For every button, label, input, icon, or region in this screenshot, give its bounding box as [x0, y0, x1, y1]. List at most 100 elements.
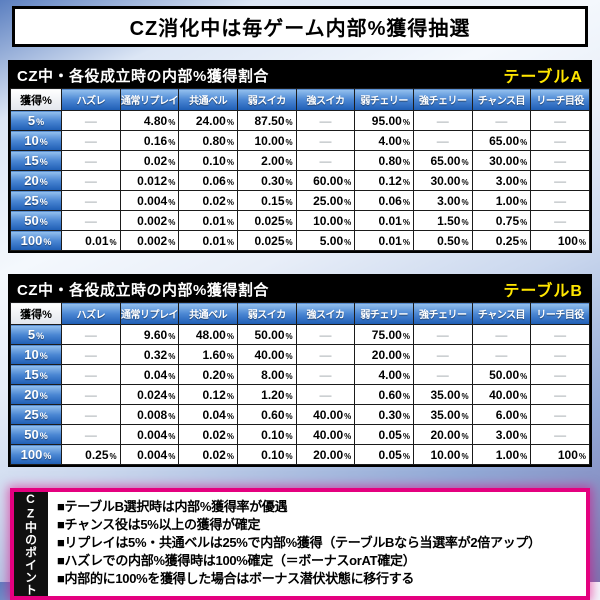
value-cell: 0.12%	[354, 170, 414, 191]
value-cell: 0.01%	[354, 230, 414, 251]
empty-cell: —	[295, 344, 356, 365]
value-cell: 40.00%	[295, 424, 356, 445]
column-header: リーチ目役	[530, 88, 590, 111]
table-row: 100% 0.25% 0.004% 0.02% 0.10% 20.00% 0.05% 10.0…	[10, 444, 590, 465]
empty-cell: —	[530, 364, 590, 385]
point-item: ■内部的に100%を獲得した場合はボーナス潜伏状態に移行する	[57, 571, 415, 586]
value-cell: 10.00%	[236, 130, 297, 151]
value-cell: 0.75%	[471, 210, 532, 231]
empty-cell: —	[530, 424, 590, 445]
empty-cell: —	[530, 324, 590, 345]
table-row: 100% 0.01% 0.002% 0.01% 0.025% 5.00% 0.01% 0.50…	[10, 230, 590, 251]
empty-cell: —	[61, 190, 121, 211]
table-row: 10% —0.16% 0.80% 10.00% —4.00% —65.00% —	[10, 130, 590, 151]
row-label: 10%	[10, 130, 62, 151]
value-cell: 10.00%	[295, 210, 356, 231]
table-row: 50% —0.004% 0.02% 0.10% 40.00% 0.05% 20.00% 3.0…	[10, 424, 590, 445]
value-cell: 1.60%	[178, 344, 238, 365]
points-list: ■テーブルB選択時は内部%獲得率が優遇 ■チャンス役は5%以上の獲得が確定 ■リプレ…	[48, 492, 586, 596]
value-cell: 65.00%	[412, 150, 473, 171]
table-b-label: テーブルB	[503, 283, 583, 300]
column-header: 獲得%	[10, 302, 62, 325]
table-b-header-bar: CZ中・各役成立時の内部%獲得割合 テーブルB	[10, 276, 590, 302]
header-row: 獲得% ハズレ 通常リプレイ 共通ベル 弱スイカ 強スイカ 弱チェリー 強チェリー チャンス目リ…	[10, 88, 590, 111]
value-cell: 20.00%	[354, 344, 414, 365]
empty-cell: —	[471, 344, 532, 365]
column-header: 弱チェリー	[354, 88, 414, 111]
table-row: 50% —0.002% 0.01% 0.025% 10.00% 0.01% 1.50% 0.7…	[10, 210, 590, 231]
value-cell: 5.00%	[295, 230, 356, 251]
column-header: チャンス目	[471, 302, 532, 325]
value-cell: 30.00%	[471, 150, 532, 171]
row-label: 25%	[10, 404, 62, 425]
empty-cell: —	[61, 150, 121, 171]
column-header: チャンス目	[471, 88, 532, 111]
table-a-header-bar: CZ中・各役成立時の内部%獲得割合 テーブルA	[10, 62, 590, 88]
value-cell: 95.00%	[354, 110, 414, 131]
value-cell: 0.04%	[178, 404, 238, 425]
row-label: 20%	[10, 170, 62, 191]
row-label: 15%	[10, 150, 62, 171]
value-cell: 0.60%	[354, 384, 414, 405]
table-row: 5% —9.60% 48.00% 50.00% —75.00% — — —	[10, 324, 590, 345]
value-cell: 0.25%	[61, 444, 121, 465]
value-cell: 0.01%	[178, 210, 238, 231]
table-b: 獲得% ハズレ 通常リプレイ 共通ベル 弱スイカ 強スイカ 弱チェリー 強チェリー チャンス目リ…	[10, 302, 590, 465]
table-a-label: テーブルA	[503, 69, 583, 86]
value-cell: 9.60%	[119, 324, 180, 345]
value-cell: 60.00%	[295, 170, 356, 191]
value-cell: 0.15%	[236, 190, 297, 211]
value-cell: 0.30%	[354, 404, 414, 425]
empty-cell: —	[530, 170, 590, 191]
empty-cell: —	[530, 404, 590, 425]
empty-cell: —	[61, 364, 121, 385]
value-cell: 0.004%	[119, 190, 180, 211]
value-cell: 0.80%	[178, 130, 238, 151]
value-cell: 40.00%	[471, 384, 532, 405]
empty-cell: —	[530, 210, 590, 231]
points-box: CZ中のポイント ■テーブルB選択時は内部%獲得率が優遇 ■チャンス役は5%以上の…	[10, 488, 590, 600]
value-cell: 0.025%	[236, 210, 297, 231]
row-label: 100%	[10, 230, 62, 251]
value-cell: 0.02%	[178, 424, 238, 445]
value-cell: 24.00%	[178, 110, 238, 131]
value-cell: 0.25%	[471, 230, 532, 251]
value-cell: 0.01%	[61, 230, 121, 251]
value-cell: 2.00%	[236, 150, 297, 171]
table-row: 20% —0.024% 0.12% 1.20% —0.60% 35.00% 40.00% —	[10, 384, 590, 405]
column-header: 通常リプレイ	[119, 302, 180, 325]
column-header: リーチ目役	[530, 302, 590, 325]
empty-cell: —	[61, 130, 121, 151]
table-row: 15% —0.02% 0.10% 2.00% —0.80% 65.00% 30.00% —	[10, 150, 590, 171]
empty-cell: —	[530, 150, 590, 171]
value-cell: 0.01%	[354, 210, 414, 231]
empty-cell: —	[295, 384, 356, 405]
value-cell: 75.00%	[354, 324, 414, 345]
row-label: 15%	[10, 364, 62, 385]
header-row: 獲得% ハズレ 通常リプレイ 共通ベル 弱スイカ 強スイカ 弱チェリー 強チェリー チャンス目リ…	[10, 302, 590, 325]
value-cell: 0.16%	[119, 130, 180, 151]
value-cell: 0.04%	[119, 364, 180, 385]
page-title: CZ消化中は毎ゲーム内部%獲得抽選	[12, 6, 588, 47]
value-cell: 0.024%	[119, 384, 180, 405]
empty-cell: —	[412, 110, 473, 131]
value-cell: 0.002%	[119, 210, 180, 231]
table-row: 25% —0.004% 0.02% 0.15% 25.00% 0.06% 3.00% 1.00…	[10, 190, 590, 211]
value-cell: 4.00%	[354, 364, 414, 385]
value-cell: 1.20%	[236, 384, 297, 405]
value-cell: 48.00%	[178, 324, 238, 345]
table-a-section: CZ中・各役成立時の内部%獲得割合 テーブルA 獲得% ハズレ 通常リプレイ 共通ベル…	[8, 60, 592, 253]
point-item: ■テーブルB選択時は内部%獲得率が優遇	[57, 499, 288, 514]
value-cell: 0.06%	[178, 170, 238, 191]
column-header: ハズレ	[61, 88, 121, 111]
value-cell: 0.60%	[236, 404, 297, 425]
value-cell: 30.00%	[412, 170, 473, 191]
point-item: ■ハズレでの内部%獲得時は100%確定（＝ボーナスorAT確定）	[57, 553, 416, 568]
value-cell: 0.01%	[178, 230, 238, 251]
empty-cell: —	[412, 130, 473, 151]
value-cell: 0.05%	[354, 444, 414, 465]
point-item: ■リプレイは5%・共通ベルは25%で内部%獲得（テーブルBなら当選率が2倍アップ…	[57, 535, 541, 550]
value-cell: 0.50%	[412, 230, 473, 251]
value-cell: 40.00%	[295, 404, 356, 425]
